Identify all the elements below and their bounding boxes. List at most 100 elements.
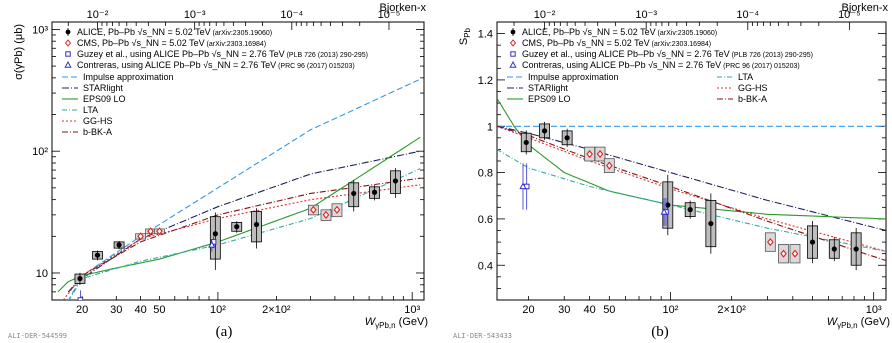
- legend-model-label: EPS09 LO: [528, 94, 571, 104]
- panel-caption: (a): [216, 324, 233, 340]
- legend-entry-ref: (arXiv:2305.19060): [211, 30, 272, 37]
- y-tick-label: 0.6: [478, 214, 493, 226]
- legend-model-label: Impulse approximation: [83, 72, 174, 82]
- y-tick-label: 1.2: [478, 75, 493, 87]
- y-tick-label: 1: [487, 121, 493, 133]
- alice-point: [665, 202, 671, 208]
- cms-point: [791, 249, 799, 258]
- x-axis-label-sub: γPb,n: [837, 321, 857, 330]
- legend-entry-ref: (arXiv:2303.16984): [650, 41, 711, 48]
- legend-entry-text: Guzey et al., using ALICE Pb–Pb √s_NN = …: [77, 49, 285, 59]
- legend-model-label: GG-HS: [738, 83, 768, 93]
- alice-point: [77, 275, 83, 282]
- contreras-point: [660, 207, 668, 215]
- x-axis-label-main: W: [827, 316, 839, 328]
- alice-point: [234, 224, 240, 230]
- legend-model-label: STARlight: [528, 83, 568, 93]
- cms-point: [767, 238, 774, 247]
- x-tick-label: 10²: [210, 304, 226, 316]
- cms-point: [606, 161, 613, 170]
- y-tick-label: 1.4: [478, 29, 493, 41]
- legend-entry-ref: (PLB 726 (2013) 290-295): [730, 52, 813, 59]
- alice-point: [351, 190, 357, 197]
- legend-marker-dot: [510, 29, 516, 35]
- legend-entry-label: Guzey et al., using ALICE Pb–Pb √s_NN = …: [77, 49, 368, 59]
- legend-entry-text: CMS, Pb–Pb √s_NN = 5.02 TeV: [522, 38, 650, 48]
- y-tick-label: 0.8: [478, 168, 493, 180]
- y-axis-label-main: S: [458, 38, 470, 45]
- alice-point: [212, 231, 218, 237]
- alice-point: [809, 239, 816, 245]
- top-tick-label: 10⁻⁵: [838, 9, 861, 21]
- cms-point: [586, 149, 593, 159]
- x-axis-label-main: W: [365, 316, 377, 328]
- x-axis-label: WγPb,n (GeV): [827, 316, 890, 330]
- image-tag: ALI-DER-544599: [8, 332, 67, 340]
- y-tick-label: 10³: [32, 24, 48, 36]
- legend-marker-square: [510, 51, 516, 57]
- x-axis-label-unit: (GeV): [858, 316, 890, 328]
- legend-entry-ref: (PLB 726 (2013) 290-295): [285, 52, 368, 59]
- legend-entry-label: CMS, Pb–Pb √s_NN = 5.02 TeV (arXiv:2303.…: [522, 38, 711, 48]
- model-curves: [57, 78, 421, 300]
- alice-point: [831, 246, 837, 252]
- model-curve: [497, 125, 886, 252]
- cms-point: [147, 227, 154, 236]
- x-tick-label: 20: [76, 304, 88, 316]
- guzey-point: [77, 297, 84, 300]
- legend-marker-diamond: [509, 39, 517, 47]
- cms-point: [322, 210, 330, 219]
- alice-point: [392, 178, 399, 184]
- alice-point: [853, 246, 859, 252]
- panel-1: 20 30 40 50 10² 2×10² 10³ 10⁻² 10⁻³ 10⁻⁴ 10⁻⁵Bjork…: [453, 2, 890, 340]
- panel-0: 20 30 40 50 10² 2×10² 10³ 10⁻² 10⁻³ 10⁻⁴ 10⁻⁵Bjork…: [8, 2, 428, 340]
- legend-marker-dot: [65, 29, 71, 35]
- data-points: [74, 168, 401, 300]
- legend-entry-ref: (PRC 96 (2017) 015203): [721, 63, 800, 70]
- legend-model-label: GG-HS: [83, 116, 113, 126]
- x-axis-label-sub: γPb,n: [375, 321, 395, 330]
- model-curve: [497, 125, 886, 232]
- x-tick-label: 20: [522, 304, 534, 316]
- legend-marker-triangle: [64, 60, 72, 68]
- legend-entry-ref: (arXiv:2305.19060): [656, 30, 717, 37]
- top-axis-label: Bjorken-x: [842, 2, 889, 14]
- top-tick-label: 10⁻³: [184, 9, 206, 21]
- legend-entry-text: Contreras, using ALICE Pb–Pb √s_NN = 2.7…: [77, 60, 276, 70]
- x-tick-label: 10³: [404, 304, 420, 316]
- legend-entry-label: Contreras, using ALICE Pb–Pb √s_NN = 2.7…: [77, 60, 355, 70]
- legend-entry-label: ALICE, Pb–Pb √s_NN = 5.02 TeV (arXiv:230…: [77, 27, 272, 37]
- legend-model-label: LTA: [83, 105, 98, 115]
- alice-point: [371, 189, 378, 195]
- model-curve: [57, 136, 421, 293]
- alice-point: [94, 252, 101, 258]
- x-tick-label: 10²: [663, 304, 679, 316]
- legend-entry-label: CMS, Pb–Pb √s_NN = 5.02 TeV (arXiv:2303.…: [77, 38, 266, 48]
- legend-entry-label: Guzey et al., using ALICE Pb–Pb √s_NN = …: [522, 49, 813, 59]
- x-tick-label: 30: [558, 304, 570, 316]
- x-tick-label: 2×10²: [262, 304, 291, 316]
- legend-entry-ref: (arXiv:2303.16984): [205, 41, 266, 48]
- legend-model-label: Impulse approximation: [528, 72, 619, 82]
- legend-entry-text: Guzey et al., using ALICE Pb–Pb √s_NN = …: [522, 49, 730, 59]
- model-curves: [497, 98, 886, 262]
- legend-model-label: EPS09 LO: [83, 94, 126, 104]
- y-axis-label-sub: Pb: [463, 27, 472, 37]
- legend-entry-text: ALICE, Pb–Pb √s_NN = 5.02 TeV: [77, 27, 211, 37]
- top-tick-label: 10⁻⁵: [378, 9, 401, 21]
- cms-point: [137, 232, 144, 241]
- alice-point: [687, 207, 693, 213]
- y-tick-label: 10: [36, 268, 48, 280]
- panel-caption: (b): [651, 324, 669, 340]
- y-tick-label: 10²: [32, 146, 48, 158]
- cms-point: [780, 249, 787, 258]
- alice-point: [116, 242, 122, 248]
- model-curve: [68, 150, 421, 293]
- legend-entry-label: ALICE, Pb–Pb √s_NN = 5.02 TeV (arXiv:230…: [522, 27, 717, 37]
- model-curve: [67, 177, 421, 293]
- model-curve: [497, 98, 886, 220]
- x-tick-label: 2×10²: [717, 304, 746, 316]
- legend-entry-text: Contreras, using ALICE Pb–Pb √s_NN = 2.7…: [522, 60, 721, 70]
- legend-entry-text: CMS, Pb–Pb √s_NN = 5.02 TeV: [77, 38, 205, 48]
